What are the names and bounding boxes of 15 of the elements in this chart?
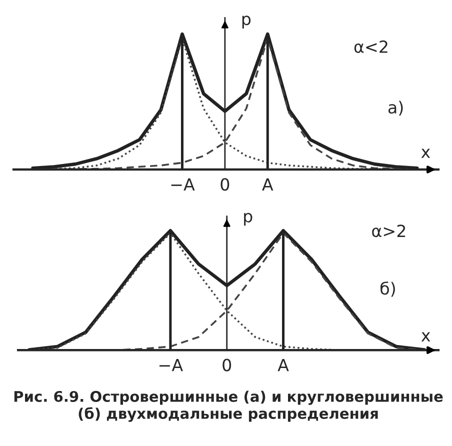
x-tick-label: 0	[222, 358, 232, 372]
annotation: а)	[388, 100, 403, 116]
x-axis-title: x	[421, 148, 430, 158]
x-tick-label: A	[278, 358, 289, 372]
annotation: α>2	[372, 224, 406, 238]
x-axis-title: x	[421, 332, 430, 342]
annotation: б)	[380, 282, 395, 297]
x-tick-label: A	[262, 178, 274, 190]
text: Рис. 6.9. Островершинные (а) и кругловершинные (б) двухмодальные распределения	[14, 390, 443, 422]
y-axis-title: p	[244, 212, 252, 226]
annotation: α<2	[354, 40, 388, 53]
x-tick-label: −A	[160, 358, 183, 372]
y-axis-title: p	[242, 16, 251, 28]
x-tick-label: 0	[220, 178, 230, 191]
x-tick-label: −A	[171, 178, 195, 190]
